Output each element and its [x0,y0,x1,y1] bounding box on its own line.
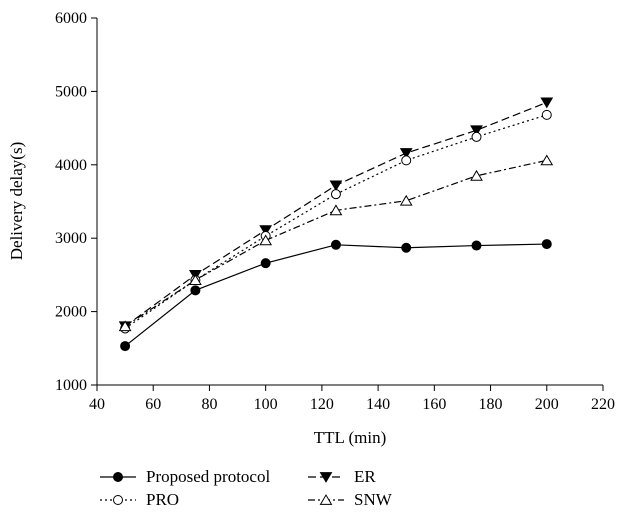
legend-item: Proposed protocol [100,467,270,486]
data-point [399,148,413,159]
legend-marker [319,494,333,505]
y-tick-label: 4000 [55,157,87,174]
y-tick-label: 3000 [55,230,87,247]
data-point [399,194,413,206]
x-tick-label: 200 [535,396,559,413]
data-point [471,131,482,142]
data-point [401,155,412,166]
x-tick-label: 160 [422,396,446,413]
data-point [540,97,554,109]
data-point [470,125,483,137]
data-point [471,240,482,251]
legend-marker [113,472,123,482]
x-tick-label: 100 [254,396,278,413]
legend-label: Proposed protocol [146,467,270,486]
data-point [330,189,341,200]
data-point [260,258,271,269]
data-point [259,225,273,237]
data-point [541,239,552,250]
data-point [330,239,341,250]
series-proposed-protocol [120,239,552,352]
data-point [470,169,483,181]
y-tick-label: 2000 [55,304,87,321]
y-tick-label: 6000 [55,10,87,27]
y-ticks: 1000 2000 3000 4000 5000 6000 [55,10,97,394]
data-point [541,109,552,120]
y-tick-label: 1000 [55,377,87,394]
legend: Proposed protocol ER PRO SNW [100,467,393,509]
series-line [124,243,547,347]
series-layer [118,97,554,352]
x-tick-label: 220 [591,396,615,413]
x-tick-label: 120 [310,396,334,413]
data-point [329,180,343,192]
legend-item: ER [308,467,376,486]
plot-area [96,18,603,386]
legend-marker [319,472,333,483]
legend-label: ER [354,467,376,486]
x-axis-title: TTL (min) [314,428,387,447]
x-tick-label: 140 [366,396,390,413]
data-point [401,242,412,253]
y-axis-title: Delivery delay(s) [7,142,26,260]
data-point [120,341,131,352]
legend-item: PRO [100,490,179,509]
data-point [329,204,343,216]
x-ticks: 40 60 80 100 120 140 160 180 200 220 [89,385,615,413]
legend-item: SNW [308,490,393,509]
legend-label: SNW [354,490,393,509]
data-point [189,274,202,285]
x-tick-label: 60 [145,396,161,413]
x-tick-label: 80 [201,396,217,413]
data-point [540,154,554,166]
data-point [259,234,273,246]
data-point [190,285,201,296]
y-tick-label: 5000 [55,83,87,100]
series-snw [118,154,554,332]
series-pro [120,109,552,334]
legend-label: PRO [146,490,179,509]
x-tick-label: 180 [479,396,503,413]
x-tick-label: 40 [89,396,105,413]
legend-marker [113,495,123,505]
data-point [118,320,132,332]
